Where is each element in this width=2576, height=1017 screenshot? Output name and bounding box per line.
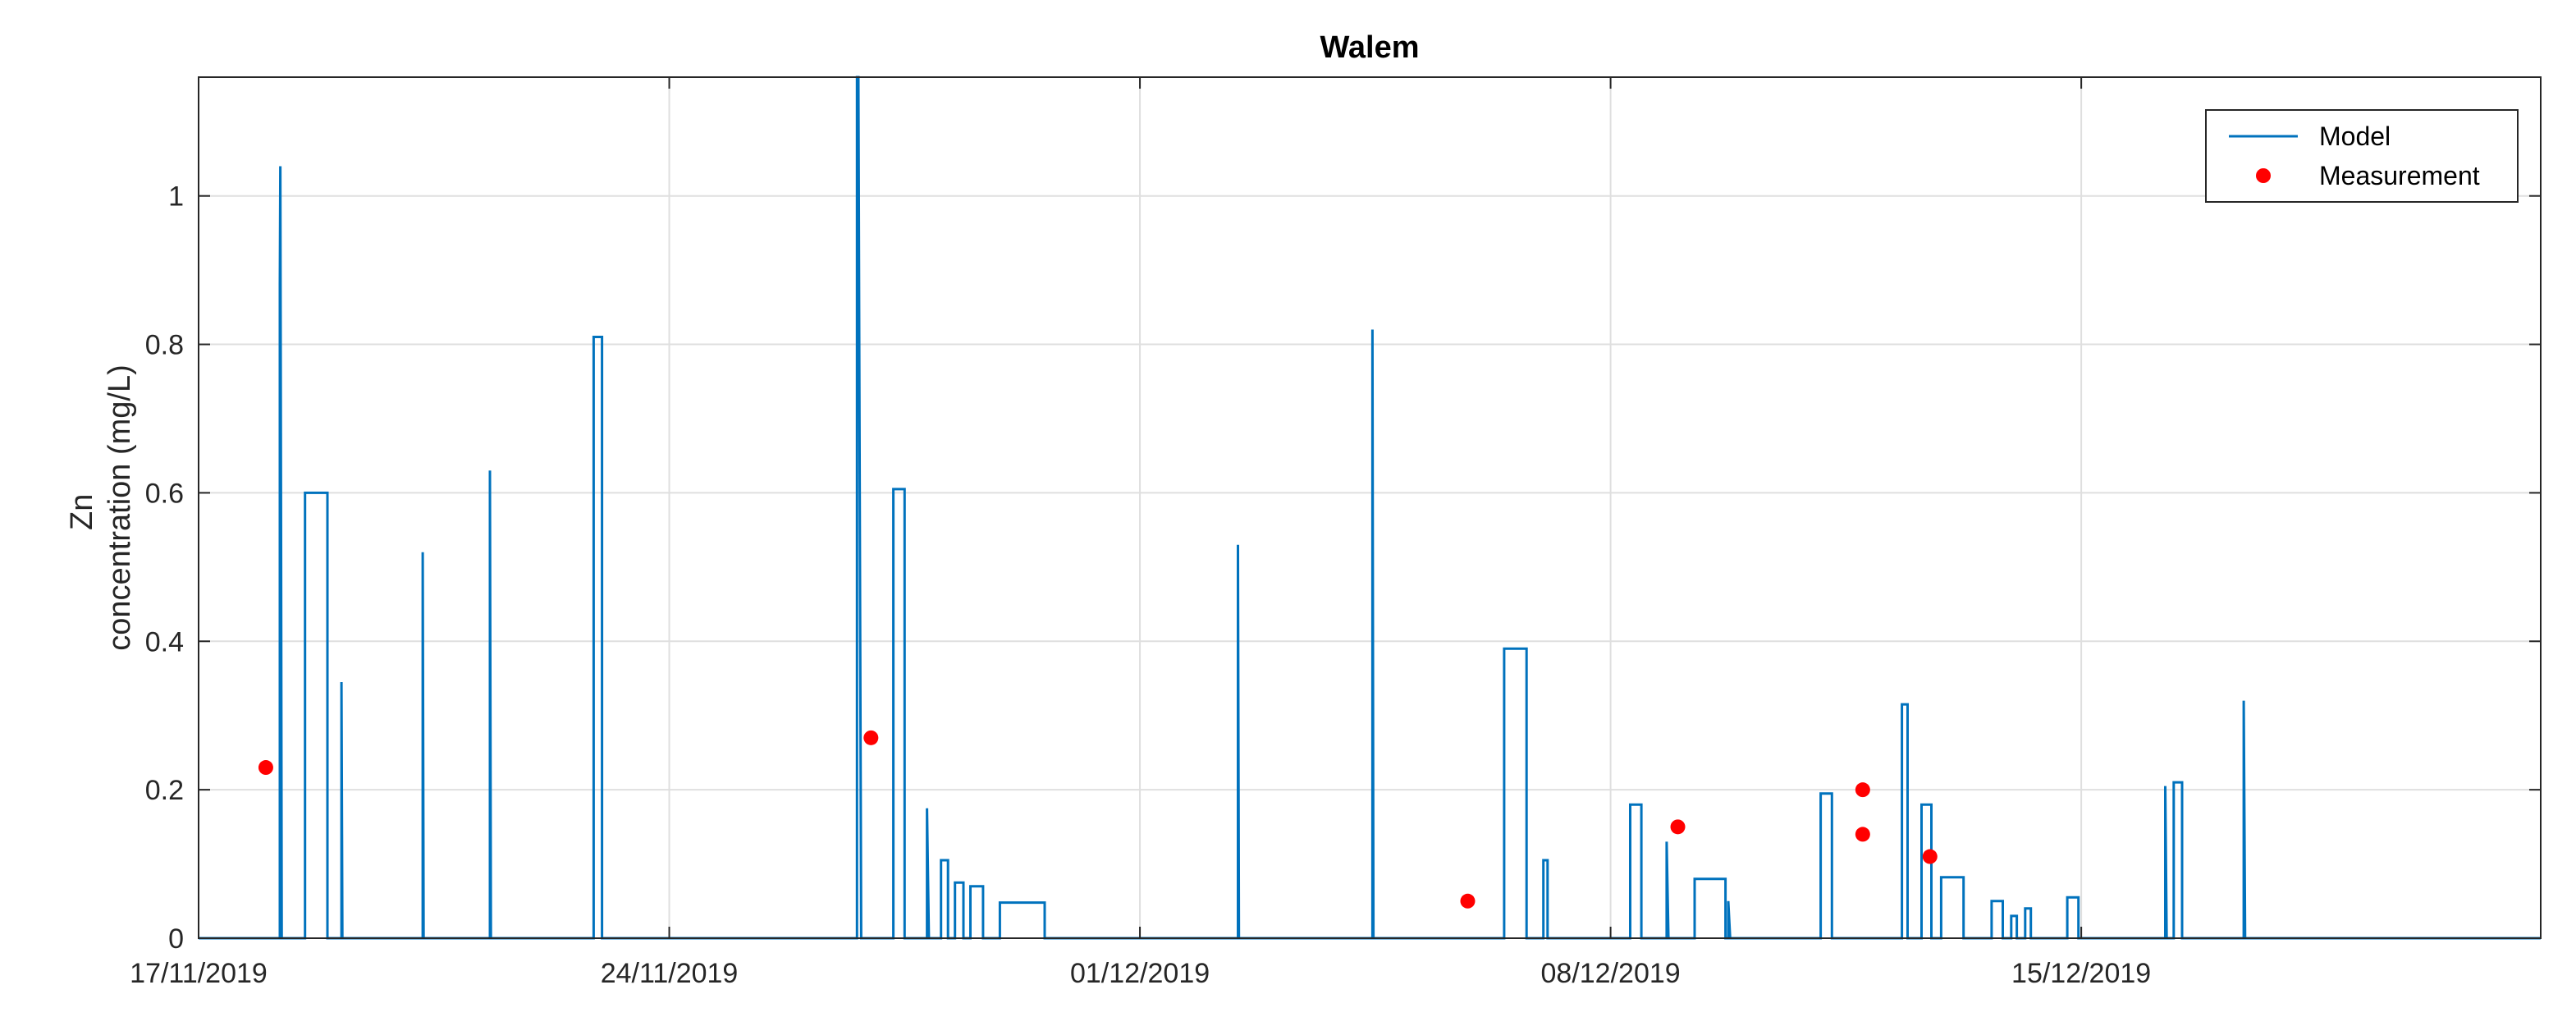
legend-box <box>2205 109 2519 203</box>
legend-model-label: Model <box>2319 121 2391 151</box>
y-tick-label: 1 <box>168 181 184 213</box>
x-tick-label: 01/12/2019 <box>1070 958 1210 989</box>
measurement-point <box>1855 827 1870 842</box>
chart-title: Walem <box>1320 30 1419 65</box>
y-tick-label: 0.2 <box>145 775 184 806</box>
y-tick-label: 0 <box>168 923 184 955</box>
x-tick-label: 15/12/2019 <box>2011 958 2151 989</box>
measurement-point <box>863 730 879 745</box>
grid <box>199 77 2541 938</box>
x-tick-label: 24/11/2019 <box>601 958 739 989</box>
y-tick-label: 0.8 <box>145 330 184 361</box>
axes-box <box>198 76 2542 939</box>
y-tick-label: 0.4 <box>145 626 184 657</box>
y-axis-label-line-1: Zn <box>65 494 99 530</box>
y-tick-label: 0.6 <box>145 478 184 509</box>
y-axis-label: Zn concentration (mg/L) <box>65 364 137 651</box>
legend-measurement-label: Measurement <box>2319 161 2480 190</box>
measurement-point <box>1670 819 1686 835</box>
measurement-point <box>1922 849 1938 864</box>
x-tick-label: 08/12/2019 <box>1541 958 1681 989</box>
y-axis-label-line-2: concentration (mg/L) <box>103 364 137 651</box>
legend-measurement-swatch <box>2256 168 2271 183</box>
ticks: 17/11/2019 24/11/2019 01/12/2019 08/12/2019… <box>130 77 2541 989</box>
measurement-point <box>1460 893 1476 909</box>
measurement-point <box>258 760 273 776</box>
legend: Model Measurement <box>2205 109 2519 203</box>
measurement-point <box>1855 782 1870 798</box>
x-tick-label: 17/11/2019 <box>130 958 268 989</box>
